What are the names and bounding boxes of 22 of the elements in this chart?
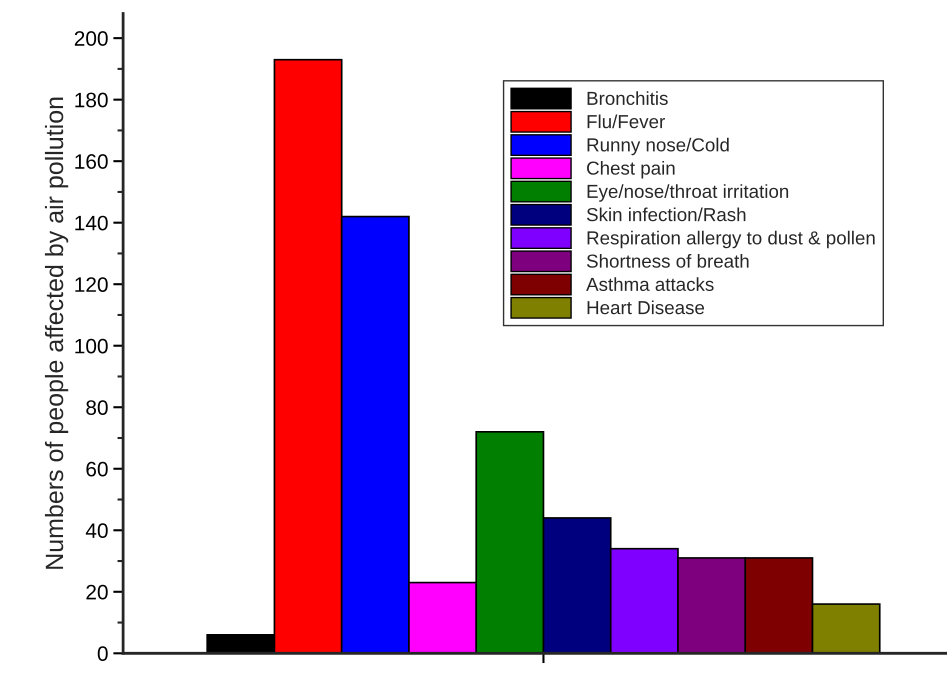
legend-label: Skin infection/Rash (586, 207, 746, 222)
y-tick-label: 40 (86, 523, 108, 538)
y-tick-label: 20 (86, 584, 108, 600)
y-tick-label: 160 (75, 154, 108, 169)
legend-label: Respiration allergy to dust & pollen (588, 230, 875, 248)
legend-label: Eye/nose/throat irritation (588, 184, 788, 202)
legend-label: Flu/Fever (588, 114, 665, 128)
y-tick-label: 200 (74, 31, 108, 46)
legend-label: Asthma attacks (586, 277, 714, 292)
legend-label: Heart Disease (588, 300, 704, 314)
legend-label: Runny nose/Cold (588, 138, 729, 156)
y-tick-label: 140 (75, 216, 108, 230)
legend-label: Chest pain (587, 160, 674, 178)
y-tick-label: 0 (98, 646, 108, 662)
y-tick-label: 120 (75, 277, 108, 292)
legend-label: Shortness of breath (586, 254, 748, 268)
y-axis-title: Numbers of people affected by air pollution (44, 98, 68, 569)
y-tick-label: 100 (75, 338, 108, 354)
y-tick-label: 80 (86, 400, 108, 415)
y-tick-label: 60 (86, 462, 108, 477)
legend-label: Bronchitis (588, 91, 668, 106)
y-tick-label: 180 (75, 92, 108, 108)
